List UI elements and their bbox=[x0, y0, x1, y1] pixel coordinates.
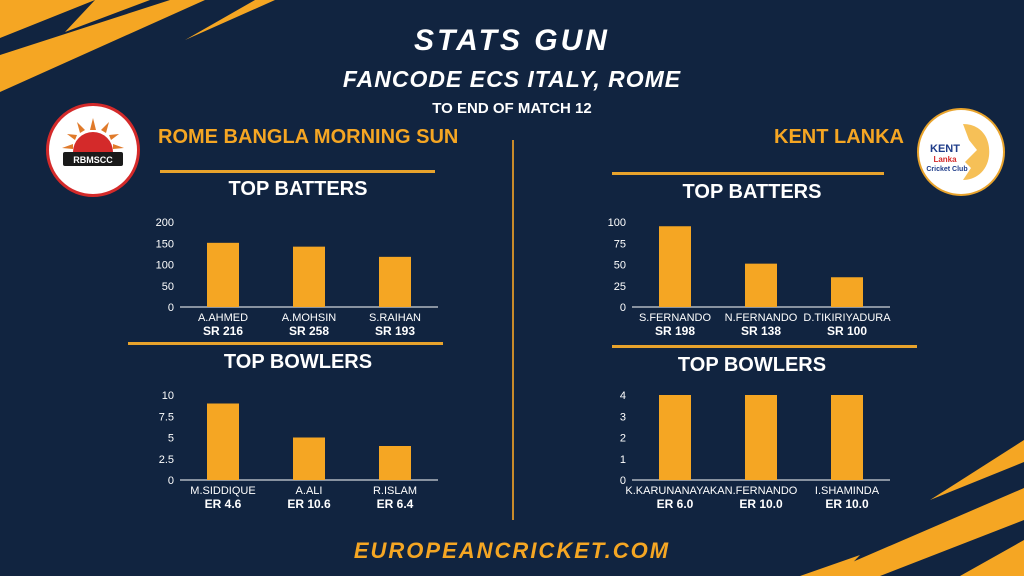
category-label: S.FERNANDO bbox=[639, 312, 712, 324]
y-tick-label: 0 bbox=[168, 302, 174, 314]
category-label: A.MOHSIN bbox=[282, 312, 336, 324]
bar-m-siddique bbox=[207, 403, 239, 480]
right-section-divider bbox=[612, 345, 917, 348]
bar-s-fernando bbox=[659, 226, 691, 307]
category-label: R.ISLAM bbox=[373, 485, 417, 497]
category-sublabel: SR 138 bbox=[741, 324, 781, 338]
right-team-underline bbox=[612, 172, 884, 175]
category-label: A.AHMED bbox=[198, 312, 248, 324]
bar-k-karunanayaka bbox=[659, 395, 691, 480]
bar-a-mohsin bbox=[293, 246, 325, 307]
category-sublabel: SR 193 bbox=[375, 324, 415, 338]
page-title: STATS GUN bbox=[414, 24, 610, 57]
category-sublabel: ER 10.0 bbox=[739, 497, 783, 511]
y-tick-label: 0 bbox=[168, 475, 174, 487]
footer-website: EUROPEANCRICKET.COM bbox=[353, 538, 671, 563]
right-bowlers-chart: 0 1 2 3 4 K.KARUNANAYAKA ER 6.0 N.FERNANDO ER 10… bbox=[590, 385, 900, 520]
y-tick-label: 75 bbox=[614, 238, 626, 250]
category-label: M.SIDDIQUE bbox=[190, 485, 255, 497]
category-label: D.TIKIRIYADURA bbox=[803, 312, 891, 324]
category-sublabel: ER 6.0 bbox=[657, 497, 694, 511]
right-batters-title: TOP BATTERS bbox=[682, 181, 822, 203]
y-tick-label: 5 bbox=[168, 433, 174, 445]
y-tick-label: 2 bbox=[620, 433, 626, 445]
kent-lanka-logo-line2: Lanka bbox=[933, 155, 957, 164]
left-team-underline bbox=[160, 170, 435, 173]
y-tick-label: 100 bbox=[608, 217, 626, 229]
lion-emblem-icon: KENT Lanka Cricket Club bbox=[926, 124, 990, 180]
right-batters-chart: 0 25 50 75 100 S.FERNANDO SR 198 N.FERNANDO SR 1… bbox=[590, 212, 900, 347]
bar-n-fernando bbox=[745, 263, 777, 307]
y-tick-label: 100 bbox=[156, 260, 174, 272]
y-tick-label: 0 bbox=[620, 302, 626, 314]
category-sublabel: ER 10.0 bbox=[825, 497, 869, 511]
category-label: N.FERNANDO bbox=[725, 485, 798, 497]
bar-a-ali bbox=[293, 437, 325, 480]
y-tick-label: 200 bbox=[156, 217, 174, 229]
category-sublabel: ER 10.6 bbox=[287, 497, 331, 511]
right-bowlers-title: TOP BOWLERS bbox=[677, 354, 827, 376]
y-tick-label: 1 bbox=[620, 454, 626, 466]
y-tick-label: 10 bbox=[162, 390, 174, 402]
rbmscc-logo: RBMSCC bbox=[46, 103, 140, 197]
category-label: S.RAIHAN bbox=[369, 312, 421, 324]
category-label: I.SHAMINDA bbox=[815, 485, 880, 497]
category-label: N.FERNANDO bbox=[725, 312, 798, 324]
kent-lanka-logo: KENT Lanka Cricket Club bbox=[917, 108, 1005, 196]
bar-d-tikiriyadura bbox=[831, 277, 863, 307]
y-tick-label: 4 bbox=[620, 390, 626, 402]
y-tick-label: 150 bbox=[156, 238, 174, 250]
y-tick-label: 50 bbox=[614, 260, 626, 272]
category-sublabel: ER 6.4 bbox=[377, 497, 414, 511]
category-sublabel: SR 216 bbox=[203, 324, 243, 338]
bar-a-ahmed bbox=[207, 242, 239, 307]
y-tick-label: 50 bbox=[162, 281, 174, 293]
y-tick-label: 3 bbox=[620, 411, 626, 423]
bar-i-shaminda bbox=[831, 395, 863, 480]
right-team-name: KENT LANKA bbox=[774, 126, 904, 148]
left-section-divider bbox=[128, 342, 443, 345]
left-bowlers-chart: 0 2.5 5 7.5 10 M.SIDDIQUE ER 4.6 A.ALI ER 10.6 R.… bbox=[138, 385, 448, 520]
y-tick-label: 0 bbox=[620, 475, 626, 487]
kent-lanka-logo-line3: Cricket Club bbox=[926, 166, 967, 173]
left-batters-title: TOP BATTERS bbox=[228, 178, 368, 200]
bar-r-islam bbox=[379, 446, 411, 480]
page-subtitle: FANCODE ECS ITALY, ROME bbox=[342, 66, 682, 92]
bar-s-raihan bbox=[379, 256, 411, 307]
left-bowlers-title: TOP BOWLERS bbox=[223, 351, 373, 373]
y-tick-label: 7.5 bbox=[159, 411, 174, 423]
kent-lanka-logo-line1: KENT bbox=[930, 143, 960, 155]
category-sublabel: ER 4.6 bbox=[205, 497, 242, 511]
bar-n-fernando bbox=[745, 395, 777, 480]
left-batters-chart: 0 50 100 150 200 A.AHMED SR 216 A.MOHSIN SR 258 S… bbox=[138, 212, 448, 347]
category-sublabel: SR 100 bbox=[827, 324, 867, 338]
sun-emblem-icon: RBMSCC bbox=[62, 118, 124, 166]
y-tick-label: 2.5 bbox=[159, 454, 174, 466]
y-tick-label: 25 bbox=[614, 281, 626, 293]
page-note: TO END OF MATCH 12 bbox=[432, 100, 592, 117]
center-divider bbox=[512, 140, 514, 520]
left-team-name: ROME BANGLA MORNING SUN bbox=[158, 126, 459, 148]
rbmscc-logo-text: RBMSCC bbox=[73, 155, 113, 165]
category-sublabel: SR 198 bbox=[655, 324, 695, 338]
category-label: K.KARUNANAYAKA bbox=[625, 485, 725, 497]
category-sublabel: SR 258 bbox=[289, 324, 329, 338]
category-label: A.ALI bbox=[296, 485, 323, 497]
